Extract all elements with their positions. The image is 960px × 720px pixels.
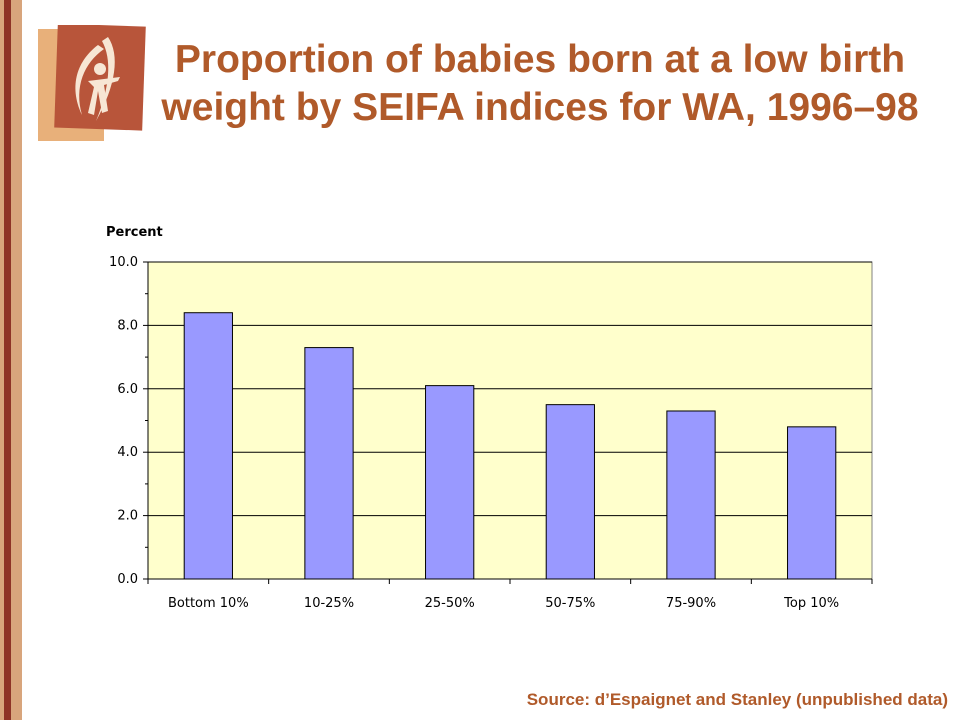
x-tick-label: 25-50% bbox=[425, 596, 475, 611]
y-axis-label: Percent bbox=[106, 225, 163, 240]
y-tick-label: 2.0 bbox=[117, 509, 138, 524]
x-tick-label: 10-25% bbox=[304, 596, 354, 611]
bar bbox=[183, 312, 233, 580]
y-tick-label: 10.0 bbox=[109, 255, 138, 270]
bar bbox=[666, 410, 716, 580]
x-tick-label: 50-75% bbox=[545, 596, 595, 611]
plot-area bbox=[147, 261, 873, 580]
logo-figure-icon bbox=[38, 23, 148, 145]
left-stripe-dark bbox=[4, 0, 11, 720]
bar bbox=[787, 426, 837, 580]
bar bbox=[545, 404, 595, 580]
y-tick-label: 6.0 bbox=[117, 382, 138, 397]
source-note: Source: d’Espaignet and Stanley (unpubli… bbox=[526, 690, 948, 709]
bar bbox=[304, 347, 354, 580]
x-tick-label: Bottom 10% bbox=[168, 596, 249, 611]
y-tick-label: 8.0 bbox=[117, 318, 138, 333]
y-tick-label: 0.0 bbox=[117, 572, 138, 587]
y-tick-label: 4.0 bbox=[117, 445, 138, 460]
slide-title: Proportion of babies born at a low birth… bbox=[161, 38, 919, 129]
x-tick-label: Top 10% bbox=[783, 596, 839, 611]
x-tick-label: 75-90% bbox=[666, 596, 716, 611]
bar bbox=[425, 385, 475, 580]
